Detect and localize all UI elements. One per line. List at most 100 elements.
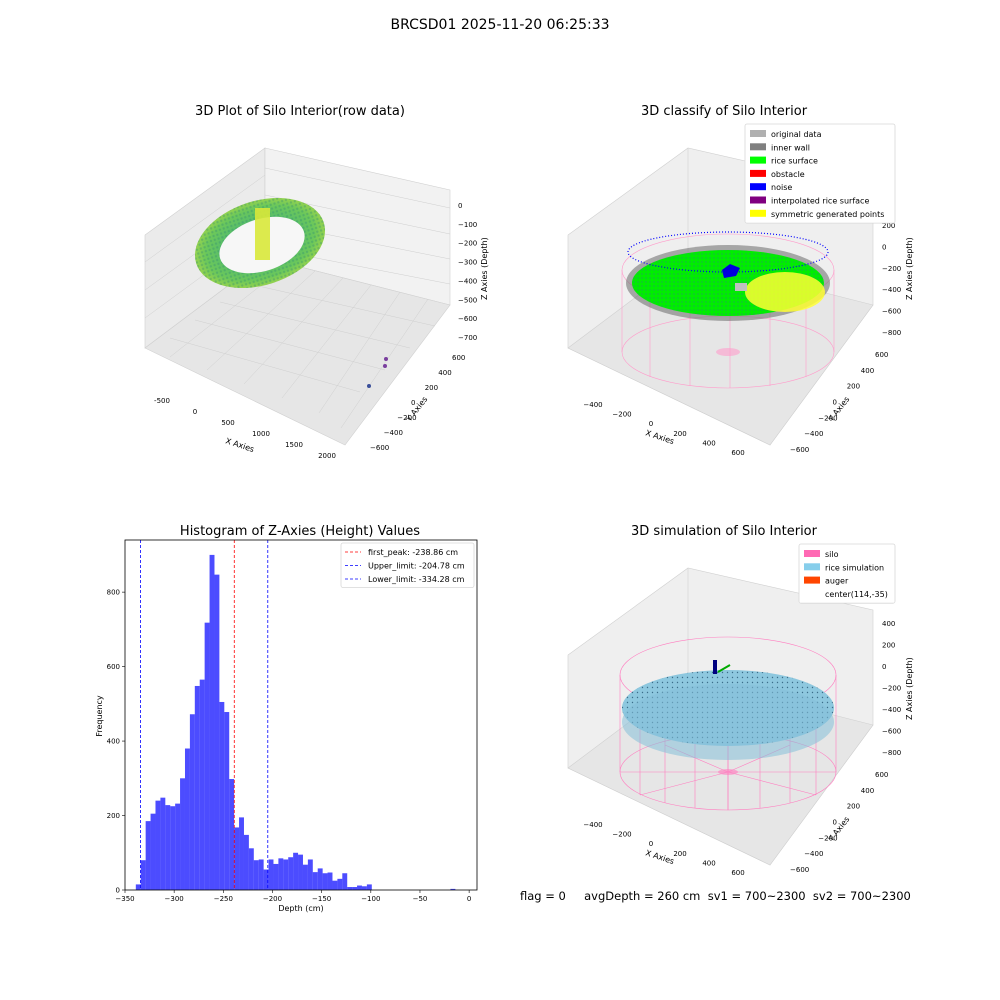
classify-legend-entry-label: rice surface [771, 157, 818, 166]
classify-z-tick-label: 0 [882, 243, 886, 251]
histogram-bars [135, 554, 456, 890]
classify-x-tick-label: −200 [612, 411, 631, 419]
histogram-chart: −350 −300 −250 −200 −150 −100 −50 0 0 200 400 600 8… [95, 539, 478, 913]
simulation-rice-surface [622, 660, 834, 775]
classify-z-tick-label: −600 [882, 308, 901, 316]
histogram-bar [165, 805, 171, 890]
histogram-bar [263, 869, 269, 890]
histogram-bar [352, 887, 358, 890]
histogram-bar [243, 834, 249, 890]
histogram-bar [209, 554, 215, 890]
classify-legend-entry-swatch [750, 143, 766, 151]
classify-y-tick-label: −600 [790, 446, 809, 454]
histogram-bar [194, 685, 200, 890]
histogram-y-ticks: 0 200 400 600 800 [107, 589, 125, 895]
histogram-bar [258, 859, 264, 890]
histogram-x-axis-label: Depth (cm) [278, 904, 323, 913]
simulation-legend: silo rice simulation auger center(114,-35) [798, 543, 896, 604]
classify-y-tick-label: 400 [861, 367, 874, 375]
histogram-bar [135, 884, 141, 890]
simulation-legend-entry-swatch [804, 550, 820, 557]
histogram-legend-label: Upper_limit: -204.78 cm [368, 562, 465, 571]
histogram-x-tick-label: −200 [263, 895, 282, 903]
raw-x-tick-label: 1000 [252, 430, 270, 438]
histogram-bar [337, 878, 343, 890]
histogram-title: Histogram of Z-Axies (Height) Values [179, 524, 421, 539]
simulation-y-tick-label: 400 [861, 787, 874, 795]
simulation-legend-entry-label: auger [825, 577, 849, 586]
classify-y-tick-label: −400 [804, 430, 823, 438]
simulation-z-tick-label: −800 [882, 749, 901, 757]
histogram-x-tick-label: −50 [413, 895, 428, 903]
histogram-bar [160, 797, 166, 890]
histogram-legend-box [340, 542, 475, 588]
histogram-bar [224, 712, 230, 890]
simulation-legend-entry-swatch [804, 576, 820, 584]
histogram-reference-lines [140, 540, 269, 890]
histogram-bar [268, 859, 274, 890]
histogram-bar [357, 885, 362, 890]
classify-x-tick-label: 0 [649, 420, 653, 428]
histogram-y-tick-label: 200 [107, 812, 120, 820]
classify-z-tick-label: −800 [882, 329, 901, 337]
classify-x-tick-label: −400 [583, 401, 602, 409]
histogram-bar [332, 880, 338, 890]
raw-x-tick-label: 500 [221, 419, 234, 427]
raw-x-axis-label: X Axies [224, 436, 255, 454]
histogram-x-tick-label: −350 [115, 895, 134, 903]
raw-y-tick-label: −400 [384, 429, 403, 437]
histogram-bar [293, 852, 299, 890]
simulation-legend-entry-box [798, 543, 896, 604]
histogram-bar [145, 821, 151, 890]
histogram-bar [288, 857, 294, 890]
simulation-y-tick-label: 600 [875, 771, 888, 779]
histogram-bar [248, 848, 254, 890]
simulation-x-axis-label: X Axies [644, 848, 675, 866]
classify-x-tick-label: 200 [673, 430, 686, 438]
classify-legend-entry-swatch [750, 183, 766, 191]
histogram-bar [155, 800, 161, 890]
classify-legend-entry-label: symmetric generated points [771, 210, 884, 219]
classify-legend-entry-label: noise [771, 183, 792, 192]
histogram-bar [140, 860, 146, 890]
classify-x-tick-label: 400 [702, 439, 715, 447]
status-line: flag = 0 avgDepth = 260 cm sv1 = 700~230… [520, 889, 911, 903]
raw-x-tick-label: 1500 [285, 441, 303, 449]
classify-point-cloud [626, 231, 830, 356]
histogram-bar [150, 813, 156, 890]
histogram-bar [450, 888, 456, 890]
histogram-legend: first_peak: -238.86 cm Upper_limit: -204.… [340, 542, 475, 588]
raw-z-tick-label: −400 [458, 277, 477, 285]
histogram-x-tick-label: 0 [467, 895, 471, 903]
simulation-y-axis-label: Y Axies [826, 815, 852, 844]
classify-y-tick-label: 200 [847, 383, 860, 391]
simulation-legend-entry-label: rice simulation [825, 563, 884, 572]
raw-z-axis-label: Z Axies (Depth) [480, 237, 489, 300]
classify-legend-entry-label: interpolated rice surface [771, 197, 869, 206]
classify-legend-entry-swatch [750, 130, 766, 137]
simulation-legend-entry-label: center(114,-35) [825, 590, 888, 599]
simulation-x-tick-label: −400 [583, 821, 602, 829]
raw-outlier-point [384, 357, 388, 361]
raw-z-tick-label: −600 [458, 315, 477, 323]
raw-z-tick-label: −100 [458, 221, 477, 229]
classify-legend-entry-swatch [750, 196, 766, 204]
histogram-bar [175, 803, 181, 890]
classify-legend: original data inner wall rice surface obsta… [744, 123, 896, 224]
classify-legend-entry-swatch [750, 209, 766, 217]
simulation-z-tick-label: −400 [882, 706, 901, 714]
histogram-bar [199, 679, 205, 890]
raw-z-ticks: 0 −100 −200 −300 −400 −500 −600 −700 [458, 202, 477, 342]
classify-z-axis-label: Z Axies (Depth) [905, 237, 914, 300]
classify-legend-entry-box [744, 123, 896, 224]
simulation-z-tick-label: −200 [882, 685, 901, 693]
histogram-bar [189, 714, 195, 890]
simulation-z-tick-label: 0 [882, 663, 886, 671]
raw-x-tick-label: 2000 [318, 452, 336, 460]
classify-z-ticks: 200 0 −200 −400 −600 −800 [882, 222, 901, 337]
classify-legend-entry-swatch [750, 169, 766, 177]
simulation-panel-title: 3D simulation of Silo Interior [631, 524, 817, 539]
